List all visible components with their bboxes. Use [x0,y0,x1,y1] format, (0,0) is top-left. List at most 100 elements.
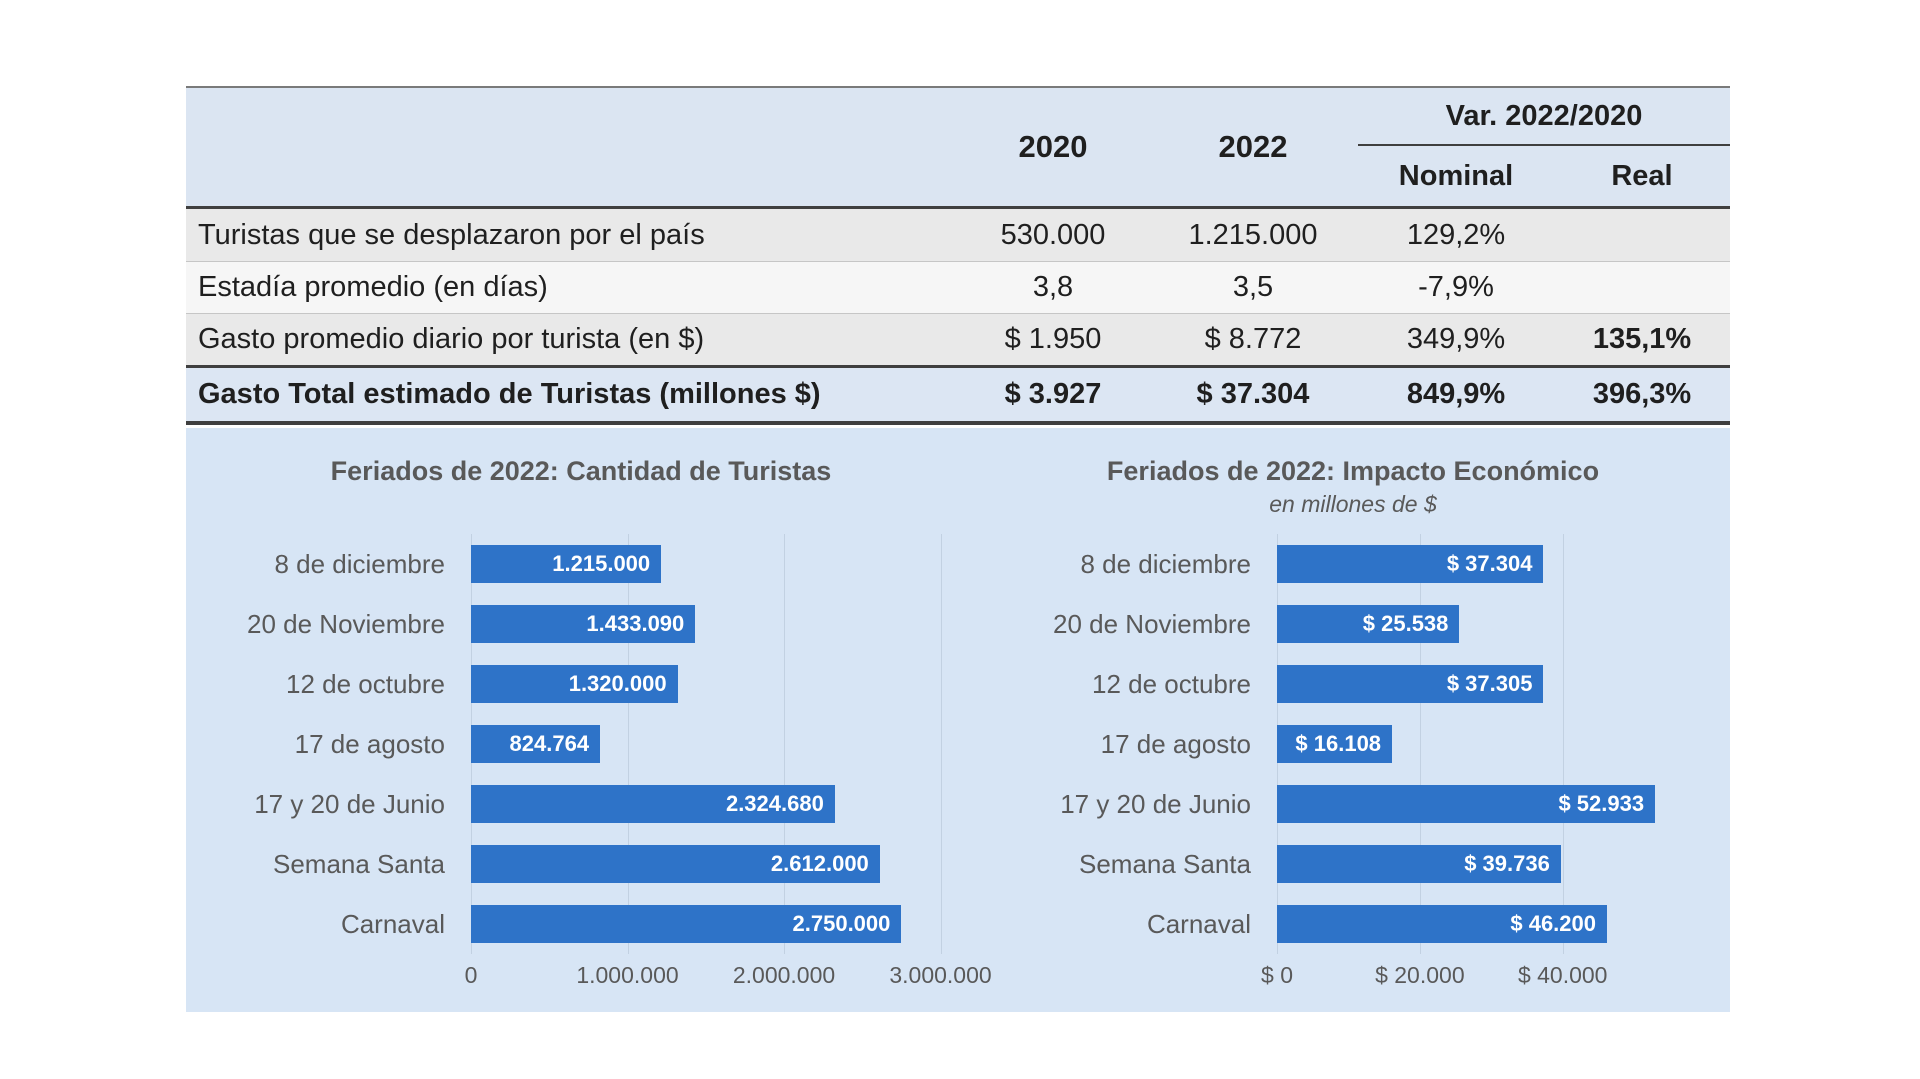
chart-title: Feriados de 2022: Cantidad de Turistas [330,456,832,486]
bar-value-label: 824.764 [509,731,590,756]
axis-tick-label: 1.000.000 [576,962,679,988]
category-label: 8 de diciembre [274,548,445,579]
bar: $ 46.200 [1277,905,1607,943]
table-cell-2022: 1.215.000 [1188,218,1318,251]
bar-row: 8 de diciembre $ 37.304 [976,534,1730,594]
table-cell-real: 135,1% [1592,323,1692,355]
bar: 1.215.000 [471,545,662,583]
category-label: 17 de agosto [294,728,445,759]
bar-value-label: 1.433.090 [586,611,685,636]
table-cell-2022: 3,5 [1232,271,1274,303]
plot-area: 8 de diciembre $ 37.304 20 de Noviembre $ 2… [976,534,1730,954]
bar-track: 824.764 [471,725,964,763]
bar: 824.764 [471,725,601,763]
category-label: Carnaval [1146,908,1251,939]
summary-table: 2020 2022 Var. 2022/2020 Nominal Real Tu… [186,86,1730,425]
table-header-nominal: Nominal [1398,159,1514,192]
bar: $ 39.736 [1277,845,1561,883]
bar-track: 1.320.000 [471,665,964,703]
bar-track: $ 16.108 [1277,725,1702,763]
chart-subtitle [186,488,976,524]
table-row: Gasto Total estimado de Turistas (millon… [186,365,1730,421]
bar: 1.433.090 [471,605,696,643]
bar-value-label: $ 37.304 [1446,551,1533,576]
bar-row: 17 y 20 de Junio $ 52.933 [976,774,1730,834]
axis-tick-label: 0 [464,962,478,988]
table-cell-2020: 3,8 [1032,271,1074,303]
bar: $ 37.304 [1277,545,1544,583]
bar-track: $ 25.538 [1277,605,1702,643]
tourism-report: 2020 2022 Var. 2022/2020 Nominal Real Tu… [186,86,1730,1012]
gridline [1562,534,1564,954]
category-label: 20 de Noviembre [247,608,445,639]
bar-row: 17 de agosto $ 16.108 [976,714,1730,774]
bar-value-label: $ 37.305 [1446,671,1533,696]
bar-track: $ 37.304 [1277,545,1702,583]
category-label: 17 y 20 de Junio [254,788,445,819]
category-label: 20 de Noviembre [1053,608,1251,639]
chart-tourist-count: Feriados de 2022: Cantidad de Turistas 8… [186,454,992,1012]
table-cell-2020: $ 3.927 [1004,378,1102,410]
table-cell-real: 396,3% [1592,378,1692,410]
bar-rows: 8 de diciembre 1.215.000 20 de Noviembre 1.… [186,534,976,954]
category-label: Semana Santa [1078,848,1251,879]
gridline [627,534,629,954]
gridline [784,534,786,954]
table-header-real: Real [1611,159,1673,192]
table-cell-nominal: 129,2% [1406,218,1506,251]
charts-panel: Feriados de 2022: Cantidad de Turistas 8… [186,428,1730,1012]
chart-subtitle: en millones de $ [1269,491,1437,517]
bar-track: $ 46.200 [1277,905,1702,943]
table-cell-nominal: 349,9% [1406,323,1506,355]
bar-row: Semana Santa $ 39.736 [976,834,1730,894]
bar-row: 17 de agosto 824.764 [186,714,976,774]
table-header-2020: 2020 [1018,129,1088,164]
table-row: Estadía promedio (en días) 3,8 3,5 -7,9% [186,261,1730,313]
table-cell-2020: $ 1.950 [1004,323,1102,355]
plot-area: 8 de diciembre 1.215.000 20 de Noviembre 1.… [186,534,976,954]
bar: $ 16.108 [1277,725,1393,763]
table-rows: Turistas que se desplazaron por el país 5… [186,209,1730,421]
table-cell-label: Gasto promedio diario por turista (en $) [198,323,705,355]
table-cell-nominal: 849,9% [1406,378,1506,410]
bar-row: Semana Santa 2.612.000 [186,834,976,894]
table-cell-nominal: -7,9% [1418,271,1494,303]
bar-row: 20 de Noviembre $ 25.538 [976,594,1730,654]
bar-value-label: 1.215.000 [552,551,651,576]
axis-tick-label: $ 40.000 [1517,962,1608,988]
table-row: Gasto promedio diario por turista (en $)… [186,313,1730,365]
table-cell-2020: 530.000 [1000,218,1106,251]
bar: 2.612.000 [471,845,880,883]
bar-row: 12 de octubre 1.320.000 [186,654,976,714]
table-header-2022: 2022 [1218,129,1288,164]
axis-tick-label: $ 0 [1261,962,1293,988]
bar-row: 12 de octubre $ 37.305 [976,654,1730,714]
category-label: Semana Santa [272,848,445,879]
bar-row: Carnaval $ 46.200 [976,894,1730,954]
x-axis: 0 1.000.000 2.000.000 3.000.000 [465,962,992,992]
category-label: 17 y 20 de Junio [1060,788,1251,819]
table-header-var-group: Var. 2022/2020 [1358,88,1730,146]
axis-tick-label: 3.000.000 [889,962,992,988]
table-cell-label: Gasto Total estimado de Turistas (millon… [198,378,821,410]
table-header-blank [186,88,958,206]
bar: $ 37.305 [1277,665,1544,703]
bar-track: $ 39.736 [1277,845,1702,883]
category-label: 8 de diciembre [1080,548,1251,579]
bar-track: 1.433.090 [471,605,964,643]
bar-value-label: $ 25.538 [1362,611,1449,636]
bar-row: Carnaval 2.750.000 [186,894,976,954]
chart-economic-impact: Feriados de 2022: Impacto Económico en m… [976,454,1730,1012]
bar: 1.320.000 [471,665,678,703]
category-label: 17 de agosto [1100,728,1251,759]
bar: 2.324.680 [471,785,835,823]
bar-row: 8 de diciembre 1.215.000 [186,534,976,594]
x-axis: $ 0 $ 20.000 $ 40.000 [1261,962,1702,992]
bar: $ 25.538 [1277,605,1460,643]
table-cell-2022: $ 8.772 [1204,323,1302,355]
bar-value-label: $ 52.933 [1558,791,1645,816]
bar-track: 2.612.000 [471,845,964,883]
chart-title: Feriados de 2022: Impacto Económico [1106,456,1600,486]
table-cell-2022: $ 37.304 [1196,378,1310,410]
bar-value-label: $ 39.736 [1464,851,1550,876]
